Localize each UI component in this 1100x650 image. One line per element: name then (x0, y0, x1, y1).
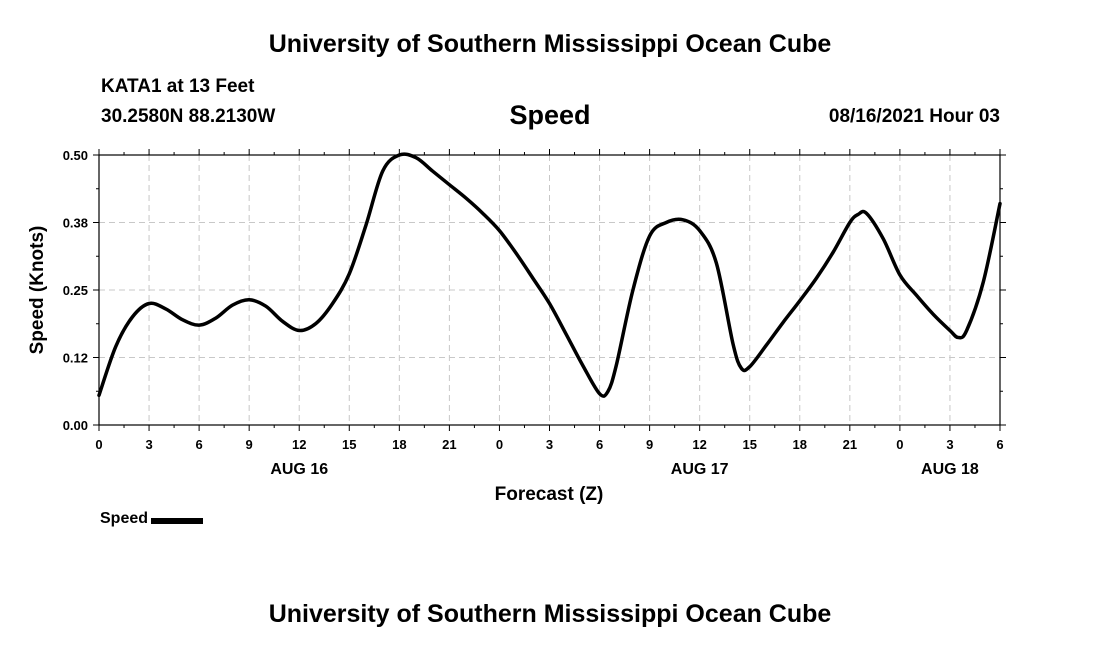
station-coordinates: 30.2580N 88.2130W (101, 106, 276, 127)
x-tick-label: 3 (946, 437, 953, 452)
x-axis-title: Forecast (Z) (495, 484, 604, 505)
y-axis-title: Speed (Knots) (27, 226, 48, 355)
x-tick-label: 18 (392, 437, 406, 452)
date-label: AUG 16 (270, 461, 328, 478)
forecast-timestamp: 08/16/2021 Hour 03 (828, 106, 1000, 127)
x-tick-label: 0 (95, 437, 102, 452)
x-tick-label: 9 (246, 437, 253, 452)
x-tick-label: 15 (342, 437, 356, 452)
date-label: AUG 18 (921, 461, 979, 478)
y-tick-label: 0.50 (63, 148, 88, 163)
y-tick-label: 0.12 (63, 351, 88, 366)
chart-title: Speed (509, 100, 591, 130)
series-line-speed (97, 152, 1002, 398)
y-tick-label: 0.38 (63, 216, 88, 231)
x-tick-label: 21 (442, 437, 456, 452)
date-label: AUG 17 (671, 461, 729, 478)
legend: Speed (100, 510, 204, 528)
x-tick-label: 6 (195, 437, 202, 452)
series-lines (97, 152, 1002, 398)
legend-label: Speed (100, 510, 149, 527)
x-tick-label: 18 (793, 437, 807, 452)
y-tick-label: 0.00 (63, 418, 88, 433)
x-tick-label: 3 (546, 437, 553, 452)
grid-lines (99, 155, 1000, 425)
legend-swatch (151, 518, 204, 524)
y-tick-label: 0.25 (63, 283, 88, 298)
x-tick-label: 15 (742, 437, 756, 452)
x-tick-label: 21 (843, 437, 857, 452)
x-tick-label: 6 (596, 437, 603, 452)
axis-labels: 0.00 0.12 0.25 0.38 0.50 0 3 6 9 12 15 18 21 0 3 6 9 12 15… (63, 148, 1004, 478)
x-tick-label: 0 (496, 437, 503, 452)
page-title: University of Southern Mississippi Ocean… (268, 30, 832, 58)
x-tick-label: 6 (996, 437, 1003, 452)
x-tick-label: 12 (692, 437, 706, 452)
x-tick-label: 0 (896, 437, 903, 452)
x-tick-label: 3 (145, 437, 152, 452)
axis-ticks (93, 149, 1006, 431)
x-tick-label: 12 (292, 437, 306, 452)
x-tick-label: 9 (646, 437, 653, 452)
station-label: KATA1 at 13 Feet (101, 76, 255, 97)
footer-title: University of Southern Mississippi Ocean… (268, 600, 832, 628)
